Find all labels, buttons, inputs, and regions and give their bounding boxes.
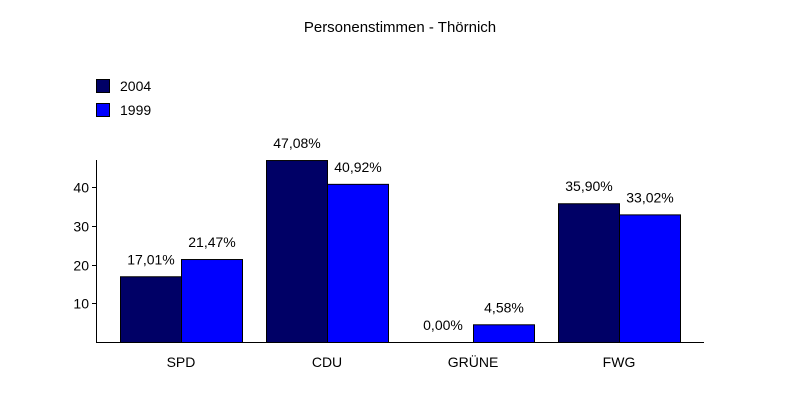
bar-2004-fwg [558,203,620,343]
legend-item-1999: 1999 [96,98,151,122]
data-label: 17,01% [127,251,174,267]
data-label: 21,47% [188,234,235,250]
bar-2004-spd [120,276,182,343]
bar-1999-fwg [619,214,681,343]
x-tick-label: GRÜNE [448,353,499,370]
data-label: 35,90% [565,178,612,194]
bar-1999-grüne [473,324,535,344]
legend-swatch-1999 [96,103,110,117]
bar-2004-cdu [266,160,328,343]
x-tick-label: FWG [603,354,636,370]
legend-label-2004: 2004 [120,78,152,94]
y-tick-label: 10 [73,296,89,312]
data-label: 47,08% [273,135,320,151]
data-label: 0,00% [423,317,463,333]
data-label: 33,02% [626,189,673,205]
legend: 2004 1999 [96,74,151,122]
legend-item-2004: 2004 [96,74,151,98]
y-tick-label: 20 [73,258,89,274]
bar-1999-cdu [327,183,389,343]
x-tick-label: SPD [167,354,196,370]
legend-label-1999: 1999 [120,102,152,118]
legend-swatch-2004 [96,79,110,93]
data-label: 40,92% [334,159,381,175]
y-tick-label: 30 [73,219,89,235]
data-label: 4,58% [484,299,524,315]
chart-title: Personenstimmen - Thörnich [303,19,497,36]
y-tick-label: 40 [73,180,89,196]
bar-1999-spd [181,259,243,344]
x-tick-label: CDU [312,354,342,370]
